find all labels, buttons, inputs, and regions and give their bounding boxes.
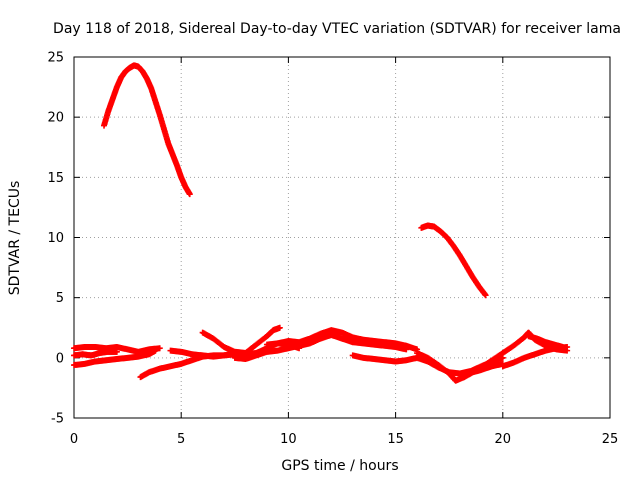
y-tick-label: 25 xyxy=(47,51,64,66)
series-near-zero-j xyxy=(414,350,506,384)
grid-lines xyxy=(74,57,610,418)
series-near-zero-m xyxy=(525,333,566,351)
axis-ticks xyxy=(73,56,611,419)
data-point xyxy=(113,348,120,355)
series-near-zero-h xyxy=(263,327,421,353)
data-points xyxy=(71,62,571,384)
x-tick-label: 15 xyxy=(387,432,404,447)
y-tick-label: 0 xyxy=(56,351,64,366)
data-point xyxy=(482,292,489,299)
chart-title: Day 118 of 2018, Sidereal Day-to-day VTE… xyxy=(53,21,621,37)
y-tick-label: 20 xyxy=(47,111,64,126)
x-tick-label: 0 xyxy=(70,432,78,447)
x-tick-label: 5 xyxy=(177,432,185,447)
series-near-zero-i xyxy=(349,352,506,377)
series-near-zero-c xyxy=(71,348,120,359)
x-tick-label: 20 xyxy=(495,432,512,447)
data-point xyxy=(156,345,163,352)
data-point xyxy=(276,324,283,331)
y-tick-label: -5 xyxy=(51,412,64,427)
x-tick-label: 10 xyxy=(280,432,297,447)
y-axis-label: SDTVAR / TECUs xyxy=(7,181,23,296)
y-tick-label: 15 xyxy=(47,171,64,186)
x-axis-label: GPS time / hours xyxy=(281,458,398,474)
y-tick-label: 5 xyxy=(56,291,64,306)
series-near-zero-f xyxy=(199,324,283,357)
series-arc-high-evening xyxy=(418,222,489,299)
series-arc-high-morning xyxy=(101,62,193,198)
y-tick-label: 10 xyxy=(47,231,64,246)
series-near-zero-a xyxy=(71,344,163,355)
series-near-zero-b xyxy=(71,347,159,369)
data-point xyxy=(186,191,193,198)
data-point xyxy=(559,344,566,351)
x-tick-labels: 0 5 10 15 20 25 xyxy=(70,432,618,447)
y-tick-labels: -5 0 5 10 15 20 25 xyxy=(47,51,64,427)
data-point xyxy=(152,347,159,354)
x-tick-label: 25 xyxy=(602,432,619,447)
